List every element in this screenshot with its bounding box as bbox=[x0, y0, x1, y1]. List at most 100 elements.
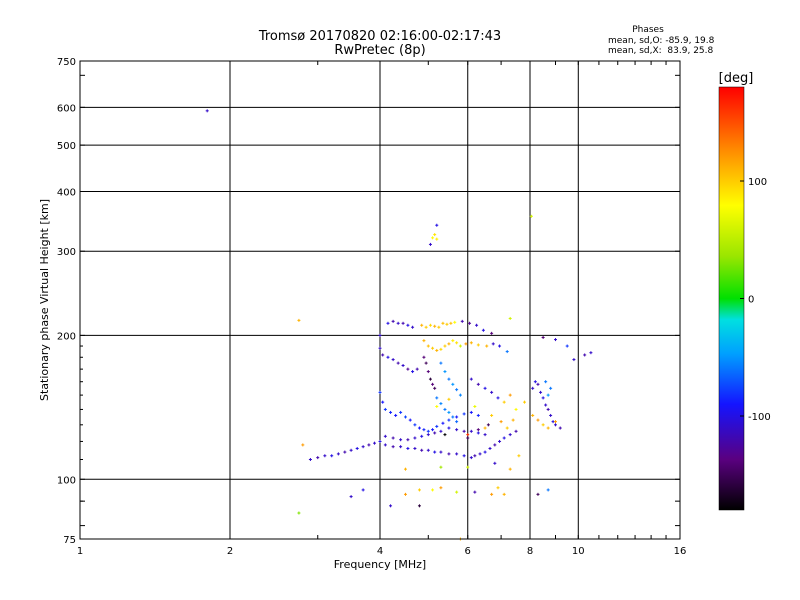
data-point bbox=[426, 433, 430, 437]
data-point bbox=[441, 321, 445, 325]
data-point bbox=[417, 426, 421, 430]
data-point bbox=[546, 426, 550, 430]
data-point bbox=[553, 420, 557, 424]
data-point bbox=[546, 393, 550, 397]
data-point bbox=[426, 429, 430, 433]
data-point bbox=[433, 450, 437, 454]
data-point bbox=[428, 242, 432, 246]
data-point bbox=[549, 413, 553, 417]
data-point bbox=[386, 321, 390, 325]
data-point bbox=[481, 328, 485, 332]
data-point bbox=[406, 446, 410, 450]
data-point bbox=[349, 448, 353, 452]
data-point bbox=[546, 407, 550, 411]
data-point bbox=[431, 236, 435, 240]
data-point bbox=[488, 446, 492, 450]
data-point bbox=[381, 353, 385, 357]
data-point bbox=[435, 404, 439, 408]
data-point bbox=[301, 443, 305, 447]
data-point bbox=[447, 397, 451, 401]
data-point bbox=[373, 441, 377, 445]
data-point bbox=[475, 323, 479, 327]
data-point bbox=[544, 380, 548, 384]
data-point bbox=[505, 426, 509, 430]
data-point bbox=[439, 347, 443, 351]
stats-line-x: mean, sd,X: 83.9, 25.8 bbox=[608, 46, 714, 56]
stats-line-o: mean, sd,O: -85.9, 19.8 bbox=[608, 36, 715, 46]
data-point bbox=[473, 490, 477, 494]
data-point bbox=[455, 341, 459, 345]
y-tick-label: 200 bbox=[57, 331, 76, 342]
data-point bbox=[389, 410, 393, 414]
data-point bbox=[406, 438, 410, 442]
data-point bbox=[441, 421, 445, 425]
data-point bbox=[422, 339, 426, 343]
data-point bbox=[367, 443, 371, 447]
data-point bbox=[431, 382, 435, 386]
data-point bbox=[491, 342, 495, 346]
data-point bbox=[483, 386, 487, 390]
data-point bbox=[517, 454, 521, 458]
data-point bbox=[476, 343, 480, 347]
data-point bbox=[469, 410, 473, 414]
data-point bbox=[447, 342, 451, 346]
data-point bbox=[529, 214, 533, 218]
data-point bbox=[435, 348, 439, 352]
data-point bbox=[453, 320, 457, 324]
data-point bbox=[386, 355, 390, 359]
data-point bbox=[420, 448, 424, 452]
data-point bbox=[439, 486, 443, 490]
data-point bbox=[396, 361, 400, 365]
colorbar-tick-label: 0 bbox=[748, 295, 754, 306]
data-point bbox=[443, 370, 447, 374]
data-point bbox=[316, 456, 320, 460]
data-point bbox=[511, 418, 515, 422]
data-point bbox=[583, 353, 587, 357]
data-point bbox=[406, 367, 410, 371]
data-point bbox=[403, 492, 407, 496]
data-point bbox=[499, 420, 503, 424]
data-point bbox=[399, 438, 403, 442]
data-point bbox=[406, 323, 410, 327]
data-point bbox=[549, 386, 553, 390]
data-point bbox=[502, 400, 506, 404]
data-point bbox=[541, 335, 545, 339]
data-point bbox=[383, 434, 387, 438]
data-point bbox=[428, 323, 432, 327]
data-point bbox=[415, 367, 419, 371]
x-tick-label: 16 bbox=[674, 546, 687, 557]
data-point bbox=[391, 445, 395, 449]
data-point bbox=[541, 396, 545, 400]
data-point bbox=[486, 423, 490, 427]
data-point bbox=[401, 321, 405, 325]
data-point bbox=[572, 358, 576, 362]
data-point bbox=[589, 351, 593, 355]
data-point bbox=[502, 492, 506, 496]
data-point bbox=[476, 413, 480, 417]
data-point bbox=[493, 461, 497, 465]
data-point bbox=[455, 452, 459, 456]
data-point bbox=[498, 344, 502, 348]
data-point bbox=[490, 390, 494, 394]
data-point bbox=[514, 407, 518, 411]
data-point bbox=[413, 436, 417, 440]
data-point bbox=[551, 420, 555, 424]
data-point bbox=[531, 386, 535, 390]
data-point bbox=[462, 429, 466, 433]
data-point bbox=[544, 403, 548, 407]
data-point bbox=[417, 504, 421, 508]
data-point bbox=[391, 319, 395, 323]
data-point bbox=[483, 433, 487, 437]
data-point bbox=[468, 321, 472, 325]
data-point bbox=[531, 413, 535, 417]
axis-ticks bbox=[80, 61, 680, 539]
data-point bbox=[483, 426, 487, 430]
data-point bbox=[558, 426, 562, 430]
data-point bbox=[485, 344, 489, 348]
data-point bbox=[428, 377, 432, 381]
data-point bbox=[343, 450, 347, 454]
data-point bbox=[422, 355, 426, 359]
data-point bbox=[411, 325, 415, 329]
data-point bbox=[455, 388, 459, 392]
